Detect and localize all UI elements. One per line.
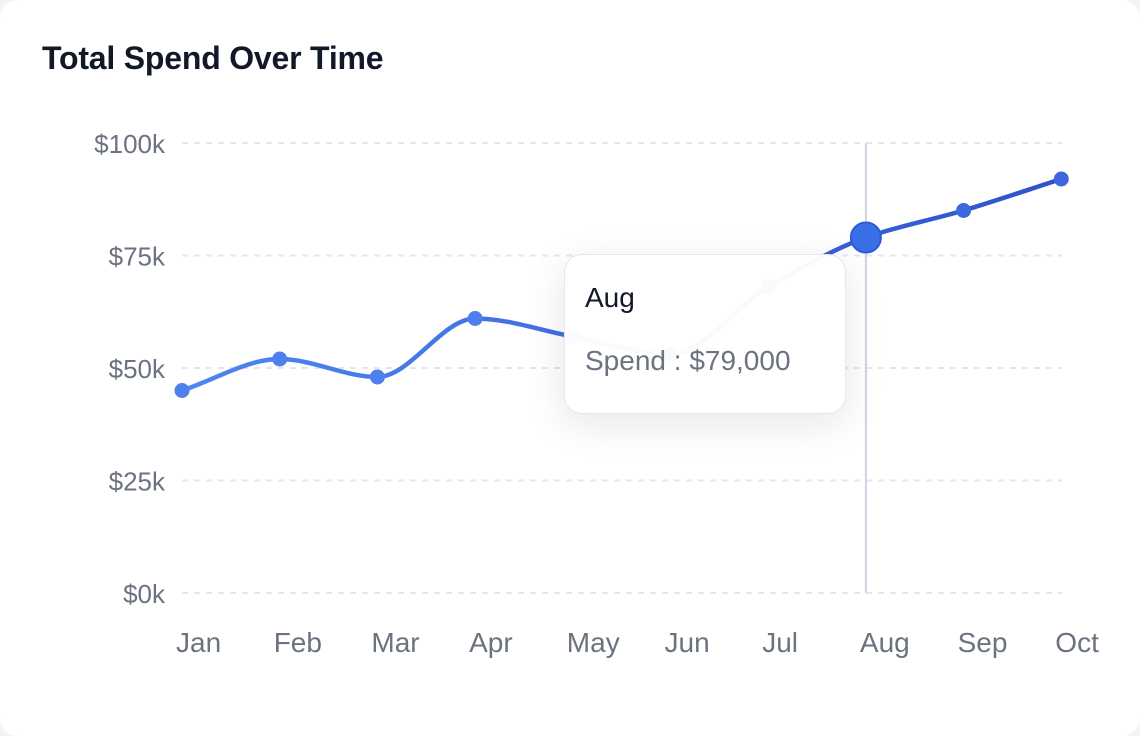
tooltip-series-name: Spend [585,345,666,376]
y-tick-label: $75k [109,242,166,272]
chart-tooltip: Aug Spend : $79,000 [564,254,846,414]
y-tick-label: $0k [123,579,166,609]
tooltip-value-row: Spend : $79,000 [585,344,825,378]
chart-title: Total Spend Over Time [42,40,384,76]
x-tick-label: Jul [762,627,798,658]
y-tick-label: $100k [94,129,166,159]
y-tick-label: $50k [109,354,166,384]
y-tick-label: $25k [109,467,166,497]
x-tick-label: Apr [469,627,513,658]
tooltip-label: Aug [585,282,635,313]
x-tick-label: Jan [176,627,221,658]
tooltip-separator: : [665,345,690,376]
x-tick-label: Mar [371,627,419,658]
x-tick-label: Jun [665,627,710,658]
data-point[interactable] [174,383,190,398]
tooltip-value: $79,000 [689,345,791,376]
x-tick-label: Aug [860,627,910,658]
y-axis: $0k $25k $50k $75k $100k [94,129,166,609]
data-point[interactable] [956,203,972,218]
x-axis: Jan Feb Mar Apr May Jun Jul Aug Sep Oct [176,627,1099,658]
x-tick-label: May [567,627,620,658]
x-tick-label: Oct [1055,627,1099,658]
data-point-active[interactable] [849,221,882,254]
data-point[interactable] [1053,171,1069,187]
data-point[interactable] [369,369,385,385]
x-tick-label: Sep [958,627,1008,658]
x-tick-label: Feb [274,627,322,658]
data-point[interactable] [467,311,483,326]
data-point[interactable] [272,351,288,367]
